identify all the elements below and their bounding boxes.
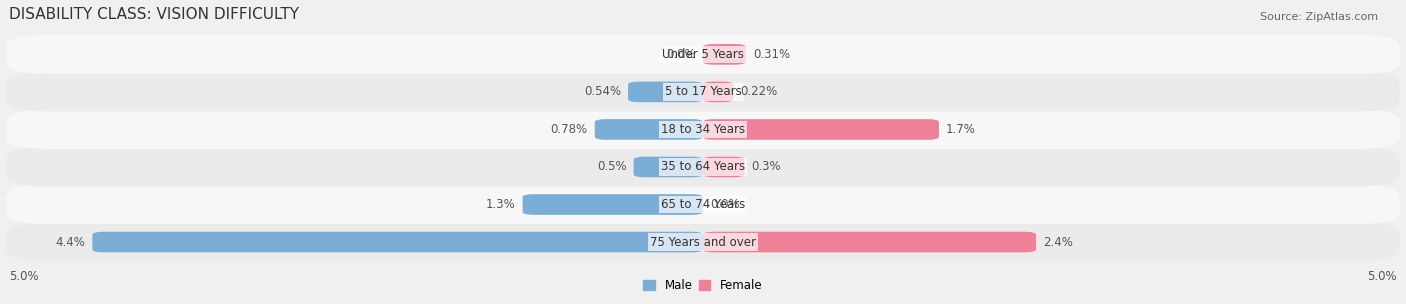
Text: 1.3%: 1.3% [486,198,516,211]
Text: Under 5 Years: Under 5 Years [662,48,744,61]
FancyBboxPatch shape [703,157,745,177]
Text: DISABILITY CLASS: VISION DIFFICULTY: DISABILITY CLASS: VISION DIFFICULTY [8,8,299,22]
FancyBboxPatch shape [703,44,747,65]
Text: Source: ZipAtlas.com: Source: ZipAtlas.com [1260,12,1378,22]
FancyBboxPatch shape [523,194,703,215]
Text: 0.54%: 0.54% [583,85,621,98]
Text: 0.3%: 0.3% [752,161,782,174]
FancyBboxPatch shape [7,110,1399,149]
Text: 18 to 34 Years: 18 to 34 Years [661,123,745,136]
FancyBboxPatch shape [7,35,1399,74]
FancyBboxPatch shape [7,185,1399,224]
Text: 5.0%: 5.0% [1367,270,1398,283]
Text: 4.4%: 4.4% [56,236,86,249]
FancyBboxPatch shape [7,72,1399,112]
Text: 65 to 74 Years: 65 to 74 Years [661,198,745,211]
Text: 0.22%: 0.22% [741,85,778,98]
Text: 5 to 17 Years: 5 to 17 Years [665,85,741,98]
Text: 0.78%: 0.78% [551,123,588,136]
FancyBboxPatch shape [628,81,703,102]
FancyBboxPatch shape [703,81,734,102]
FancyBboxPatch shape [93,232,703,252]
Text: 35 to 64 Years: 35 to 64 Years [661,161,745,174]
FancyBboxPatch shape [634,157,703,177]
Text: 1.7%: 1.7% [946,123,976,136]
Text: 0.0%: 0.0% [666,48,696,61]
FancyBboxPatch shape [703,119,939,140]
FancyBboxPatch shape [703,232,1036,252]
Legend: Male, Female: Male, Female [640,275,766,295]
FancyBboxPatch shape [7,147,1399,186]
Text: 0.5%: 0.5% [598,161,627,174]
Text: 0.0%: 0.0% [710,198,740,211]
Text: 75 Years and over: 75 Years and over [650,236,756,249]
Text: 0.31%: 0.31% [754,48,790,61]
Text: 2.4%: 2.4% [1043,236,1073,249]
FancyBboxPatch shape [595,119,703,140]
Text: 5.0%: 5.0% [8,270,39,283]
FancyBboxPatch shape [7,223,1399,261]
